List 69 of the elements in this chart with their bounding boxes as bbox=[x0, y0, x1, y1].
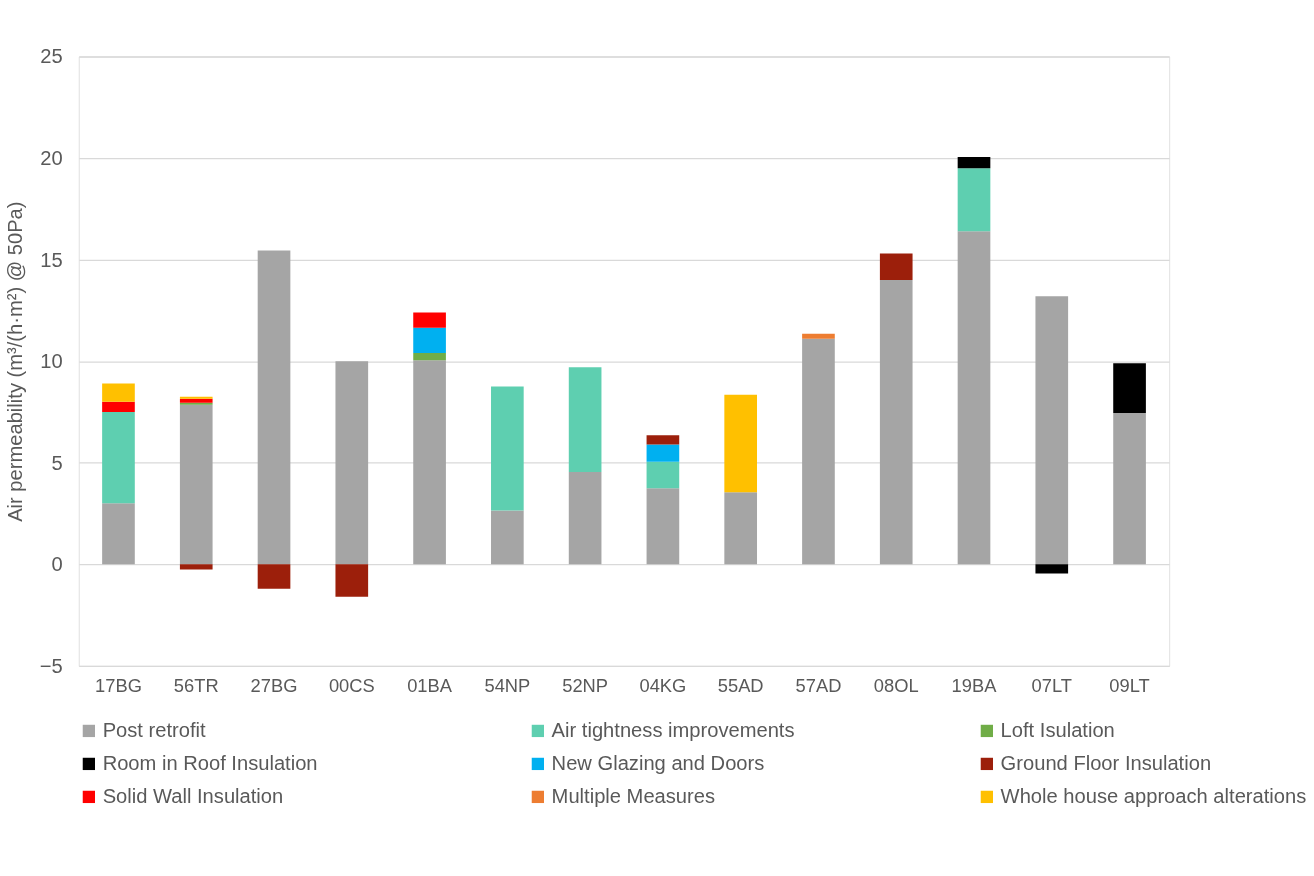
y-tick-label: −5 bbox=[39, 654, 63, 677]
legend-label: Air tightness improvements bbox=[551, 719, 795, 742]
bar bbox=[957, 231, 991, 565]
bar bbox=[879, 279, 913, 565]
bar bbox=[335, 564, 369, 597]
bar bbox=[179, 396, 213, 399]
bar bbox=[646, 461, 680, 489]
bar bbox=[335, 361, 369, 565]
bar bbox=[102, 383, 135, 402]
bar bbox=[1113, 412, 1146, 565]
x-tick-label: 54NP bbox=[484, 674, 531, 696]
x-tick-label: 09LT bbox=[1109, 674, 1150, 696]
legend-label: Room in Roof Insulation bbox=[102, 752, 318, 775]
bar bbox=[413, 353, 446, 361]
x-tick-label: 19BA bbox=[951, 674, 998, 696]
y-tick-label: 0 bbox=[51, 553, 63, 576]
bar bbox=[413, 360, 446, 565]
bar bbox=[568, 471, 602, 565]
x-tick-label: 52NP bbox=[562, 674, 609, 696]
bar bbox=[957, 168, 991, 232]
bar bbox=[102, 503, 135, 565]
bar bbox=[802, 333, 835, 339]
bar bbox=[102, 401, 135, 412]
y-tick-label: 5 bbox=[51, 451, 63, 474]
bar bbox=[802, 338, 835, 565]
bar bbox=[413, 312, 446, 328]
y-tick-label: 10 bbox=[40, 350, 63, 373]
x-tick-label: 27BG bbox=[250, 674, 298, 696]
x-tick-label: 17BG bbox=[95, 674, 142, 696]
bar bbox=[879, 253, 913, 280]
bar bbox=[491, 510, 524, 565]
x-tick-label: 08OL bbox=[873, 674, 919, 696]
bar bbox=[179, 564, 213, 570]
legend-label: Multiple Measures bbox=[551, 785, 716, 808]
bar bbox=[1113, 363, 1146, 413]
bar bbox=[102, 411, 135, 504]
y-tick-label: 25 bbox=[40, 45, 63, 68]
y-tick-label: 20 bbox=[40, 146, 63, 169]
bar bbox=[179, 398, 213, 403]
bar bbox=[257, 564, 291, 589]
legend-label: Whole house approach alterations bbox=[1000, 785, 1307, 808]
y-axis-title: Air permeability (m³/(h·m²) @ 50Pa) bbox=[4, 201, 27, 522]
bar bbox=[957, 157, 991, 169]
bar bbox=[724, 492, 758, 565]
bar bbox=[724, 394, 758, 493]
bar bbox=[257, 250, 291, 565]
legend-label: New Glazing and Doors bbox=[551, 752, 765, 775]
legend-label: Solid Wall Insulation bbox=[102, 785, 284, 808]
x-tick-label: 57AD bbox=[795, 674, 842, 696]
legend-label: Post retrofit bbox=[102, 719, 207, 742]
bar bbox=[646, 444, 680, 462]
bar bbox=[1035, 564, 1069, 574]
x-tick-label: 56TR bbox=[173, 674, 219, 696]
bar bbox=[1035, 296, 1069, 565]
x-tick-label: 55AD bbox=[717, 674, 764, 696]
y-tick-label: 15 bbox=[40, 248, 63, 271]
x-tick-label: 00CS bbox=[328, 674, 375, 696]
x-tick-label: 04KG bbox=[639, 674, 687, 696]
x-tick-label: 01BA bbox=[407, 674, 453, 696]
bar bbox=[646, 488, 680, 565]
bar bbox=[413, 327, 446, 354]
legend-label: Ground Floor Insulation bbox=[1000, 752, 1212, 775]
bar bbox=[646, 435, 680, 445]
bar bbox=[179, 402, 213, 405]
x-tick-label: 07LT bbox=[1031, 674, 1072, 696]
bar bbox=[491, 386, 524, 511]
bar bbox=[568, 367, 602, 472]
bar bbox=[179, 404, 213, 565]
legend-label: Loft Isulation bbox=[1000, 719, 1115, 742]
